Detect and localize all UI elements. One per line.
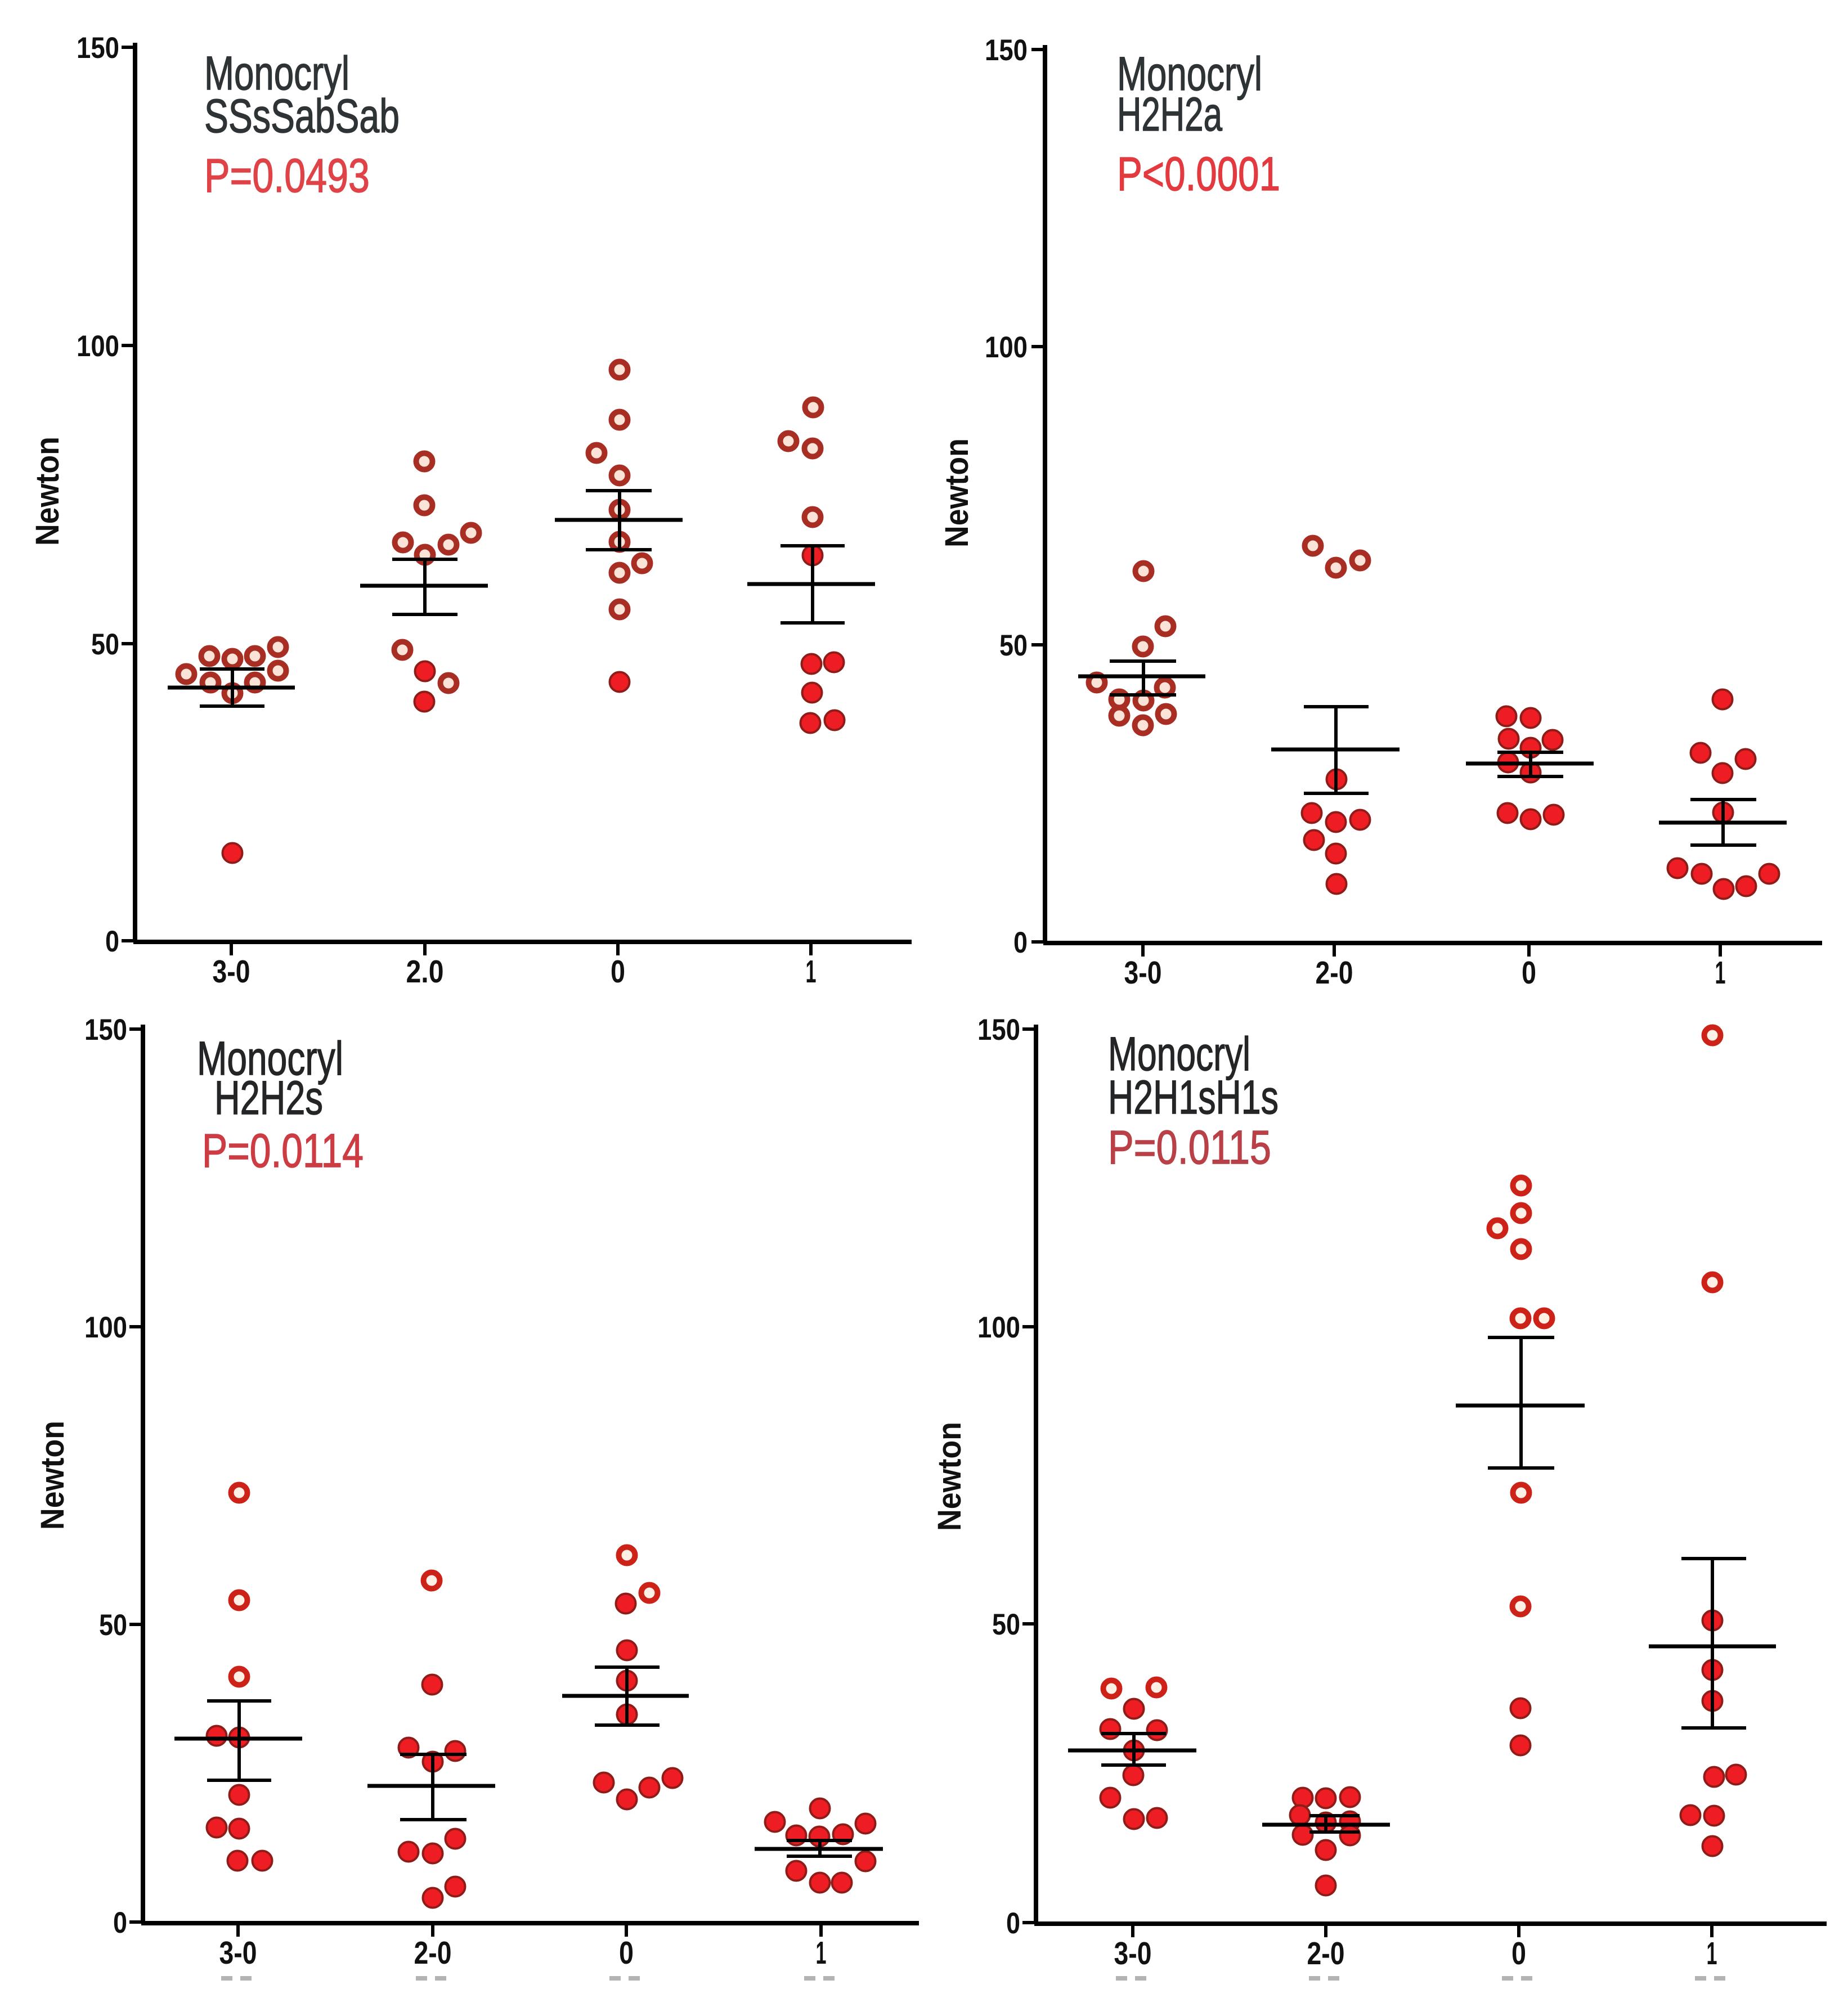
svg-text:Newton: Newton bbox=[939, 438, 975, 547]
svg-text:150: 150 bbox=[977, 1013, 1020, 1047]
svg-text:H2H2s: H2H2s bbox=[214, 1071, 323, 1124]
svg-text:Monocryl: Monocryl bbox=[1108, 1027, 1250, 1080]
svg-text:Newton: Newton bbox=[931, 1422, 968, 1531]
svg-text:3-0: 3-0 bbox=[213, 954, 250, 990]
svg-text:1: 1 bbox=[1715, 955, 1726, 991]
svg-text:3-0: 3-0 bbox=[219, 1935, 257, 1971]
svg-text:100: 100 bbox=[977, 1311, 1020, 1344]
svg-text:50: 50 bbox=[999, 629, 1028, 662]
svg-text:150: 150 bbox=[84, 1013, 127, 1047]
svg-text:100: 100 bbox=[84, 1311, 127, 1344]
svg-text:100: 100 bbox=[985, 331, 1028, 364]
svg-text:H2H2a: H2H2a bbox=[1117, 88, 1222, 141]
svg-text:0: 0 bbox=[113, 1906, 127, 1939]
svg-text:0: 0 bbox=[1006, 1907, 1020, 1940]
svg-text:0: 0 bbox=[611, 954, 625, 990]
svg-text:150: 150 bbox=[77, 32, 119, 65]
svg-text:1: 1 bbox=[1707, 1936, 1717, 1972]
svg-text:Monocryl: Monocryl bbox=[1117, 47, 1262, 100]
svg-text:0: 0 bbox=[1013, 926, 1028, 959]
svg-text:50: 50 bbox=[91, 628, 119, 661]
svg-text:P<0.0001: P<0.0001 bbox=[1117, 147, 1280, 200]
svg-text:Newton: Newton bbox=[34, 1421, 71, 1530]
svg-text:150: 150 bbox=[985, 34, 1028, 67]
svg-text:P=0.0114: P=0.0114 bbox=[202, 1124, 364, 1177]
svg-text:Monocryl: Monocryl bbox=[204, 47, 349, 100]
svg-text:3-0: 3-0 bbox=[1114, 1936, 1152, 1972]
svg-text:50: 50 bbox=[99, 1609, 127, 1642]
svg-text:0: 0 bbox=[1511, 1936, 1526, 1972]
svg-text:P=0.0493: P=0.0493 bbox=[204, 149, 370, 202]
svg-text:0: 0 bbox=[105, 925, 119, 958]
svg-text:100: 100 bbox=[77, 330, 119, 363]
svg-text:0: 0 bbox=[619, 1935, 634, 1971]
svg-text:SSsSabSab: SSsSabSab bbox=[204, 89, 400, 142]
svg-text:2-0: 2-0 bbox=[1316, 955, 1353, 991]
svg-text:Newton: Newton bbox=[29, 437, 66, 546]
svg-text:3-0: 3-0 bbox=[1124, 955, 1162, 991]
svg-text:P=0.0115: P=0.0115 bbox=[1108, 1121, 1271, 1174]
svg-text:50: 50 bbox=[992, 1608, 1020, 1641]
svg-text:1: 1 bbox=[806, 954, 817, 990]
svg-text:H2H1sH1s: H2H1sH1s bbox=[1108, 1071, 1279, 1124]
svg-text:2-0: 2-0 bbox=[414, 1935, 452, 1971]
svg-text:2.0: 2.0 bbox=[406, 954, 444, 990]
svg-text:Monocryl: Monocryl bbox=[197, 1032, 343, 1085]
svg-text:0: 0 bbox=[1522, 955, 1536, 991]
svg-text:1: 1 bbox=[816, 1935, 827, 1971]
svg-text:2-0: 2-0 bbox=[1307, 1936, 1345, 1972]
